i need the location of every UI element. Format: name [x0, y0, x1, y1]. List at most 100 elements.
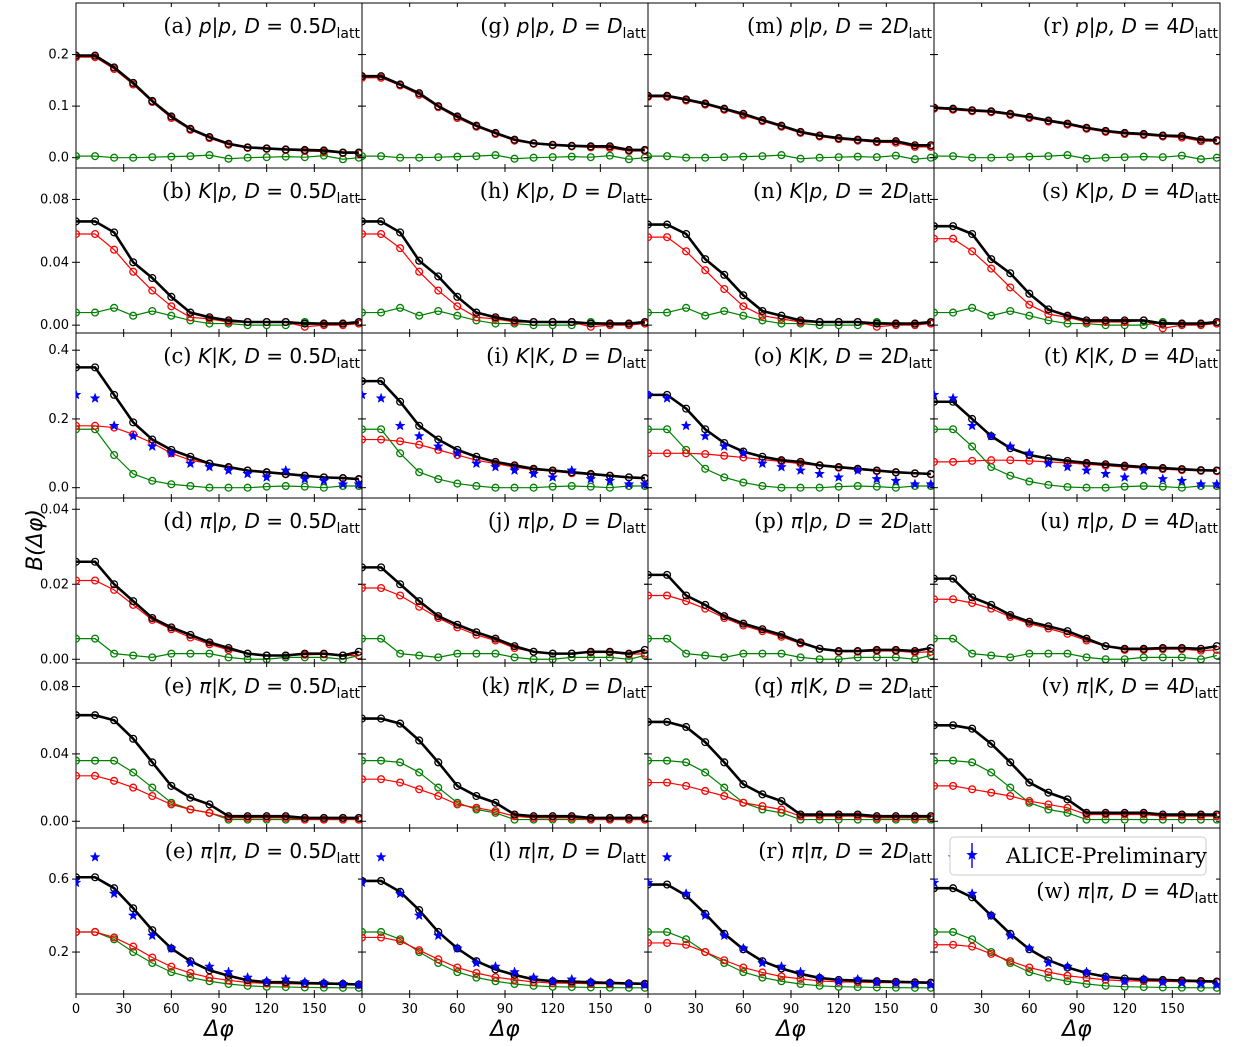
data-point-black — [1177, 643, 1186, 653]
data-point-black — [586, 319, 595, 328]
series-line-red — [76, 425, 359, 481]
data-point-green — [76, 425, 81, 434]
data-point-green — [777, 977, 786, 986]
data-point-green — [76, 756, 81, 765]
x-tick-label: 60 — [735, 1002, 752, 1017]
data-point-green — [377, 425, 386, 434]
data-point-black — [796, 127, 805, 136]
data-point-red — [129, 267, 138, 276]
alice-point — [566, 973, 578, 985]
x-tick-label: 60 — [163, 1002, 180, 1017]
data-point-black — [377, 72, 386, 81]
data-point-red — [91, 229, 100, 239]
alice-point — [451, 447, 463, 458]
alice-point — [833, 975, 845, 986]
y-tick-label: 0.2 — [48, 48, 69, 63]
alice-point — [1062, 960, 1073, 972]
data-point-black — [362, 563, 367, 572]
series-line-red — [362, 438, 645, 480]
data-point-red — [682, 781, 691, 790]
data-point-black — [758, 790, 767, 799]
data-point-red — [148, 286, 157, 295]
data-point-green — [567, 481, 576, 491]
data-point-green — [910, 155, 919, 164]
alice-point — [814, 468, 826, 479]
alice-point — [204, 461, 215, 472]
y-tick-label: 0.4 — [48, 343, 69, 358]
data-point-green — [663, 756, 672, 765]
plot-area — [76, 363, 362, 492]
data-point-red — [110, 933, 119, 942]
data-point-red — [1082, 973, 1091, 982]
data-point-green — [1025, 311, 1034, 320]
data-point-black — [1158, 319, 1167, 328]
x-tick-label: 90 — [211, 1002, 228, 1017]
data-point-black — [739, 291, 748, 300]
data-point-red — [1044, 968, 1053, 977]
data-point-green — [148, 958, 157, 968]
data-point-black — [1025, 778, 1034, 787]
data-point-black — [949, 222, 958, 231]
data-point-green — [949, 308, 958, 317]
data-point-red — [167, 302, 176, 311]
data-point-black — [91, 51, 100, 60]
data-point-green — [1082, 483, 1091, 492]
data-point-black — [491, 128, 500, 137]
y-tick-label: 0.08 — [40, 192, 69, 207]
data-point-red — [453, 963, 462, 972]
alice-point — [1138, 973, 1150, 985]
data-point-green — [1139, 983, 1148, 992]
data-point-green — [796, 979, 805, 989]
series-line-black — [76, 54, 359, 154]
data-point-black — [167, 781, 176, 790]
series-line-black — [934, 886, 1217, 983]
alice-point — [108, 420, 120, 431]
data-point-green — [815, 153, 824, 162]
data-point-black — [415, 736, 424, 745]
data-point-red — [1006, 283, 1015, 292]
data-point-green — [148, 653, 157, 662]
alice-point — [623, 978, 635, 989]
alice-point — [718, 929, 730, 941]
alice-point — [934, 389, 940, 400]
data-point-black — [396, 228, 405, 237]
data-point-black — [910, 141, 919, 150]
data-point-red — [76, 421, 81, 430]
alice-point — [680, 420, 692, 431]
data-point-green — [1177, 483, 1186, 492]
data-point-green — [1044, 973, 1053, 982]
data-point-green — [739, 478, 748, 487]
data-point-red — [739, 963, 748, 972]
data-point-red — [934, 781, 939, 790]
data-point-red — [758, 968, 767, 977]
data-point-green — [1139, 653, 1148, 662]
data-point-red — [663, 591, 672, 600]
data-point-black — [567, 317, 576, 327]
data-point-black — [682, 722, 691, 732]
data-point-green — [987, 153, 996, 162]
data-point-green — [586, 653, 595, 662]
alice-point — [1081, 464, 1092, 476]
panel-17: (k) π|K, D = Dlatt — [358, 662, 649, 829]
alice-point — [223, 966, 234, 977]
data-point-green — [472, 973, 481, 982]
data-point-red — [377, 933, 386, 942]
alice-point — [432, 929, 444, 941]
panel-0: 0.0 0.1 0.2 (a) p|p, D = 0.5Dlatt — [48, 2, 363, 169]
data-point-black — [129, 258, 138, 267]
alice-point — [108, 887, 120, 899]
data-point-green — [934, 927, 939, 937]
data-point-green — [415, 153, 424, 162]
data-point-green — [224, 154, 233, 163]
data-point-red — [76, 771, 81, 780]
data-point-black — [910, 812, 919, 821]
data-point-green — [319, 483, 328, 492]
data-point-green — [548, 153, 557, 162]
series-line-black — [934, 577, 1218, 651]
legend: ALICE-Preliminary — [949, 836, 1207, 876]
alice-point — [204, 960, 215, 972]
alice-point — [737, 447, 749, 458]
data-point-black — [110, 390, 119, 399]
data-point-green — [987, 651, 996, 660]
panel-title: (d) π|p, D = 0.5Dlatt — [163, 509, 360, 537]
